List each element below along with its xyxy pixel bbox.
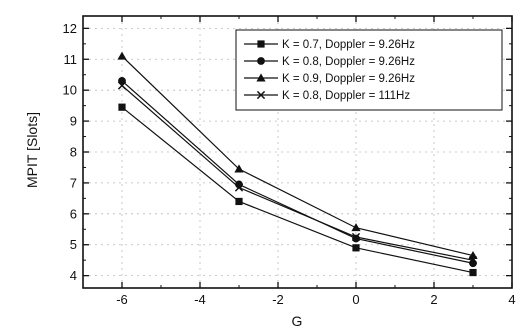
- legend-label: K = 0.9, Doppler = 9.26Hz: [282, 73, 415, 85]
- x-marker-stroke: [468, 256, 478, 265]
- legend-marker-circle: [257, 57, 265, 65]
- data-point-square: [118, 103, 126, 111]
- data-point-triangle: [117, 51, 127, 60]
- x-tick-label: -4: [194, 292, 206, 307]
- legend-entry: K = 0.7, Doppler = 9.26Hz: [244, 39, 415, 51]
- x-marker-stroke: [351, 232, 361, 242]
- data-point-x: [351, 232, 361, 242]
- x-marker-stroke: [234, 183, 244, 192]
- y-tick-label: 12: [63, 21, 77, 36]
- legend-label: K = 0.8, Doppler = 111Hz: [282, 90, 410, 102]
- data-point-x: [117, 81, 127, 90]
- series-line-1: [121, 106, 474, 274]
- data-point-triangle: [351, 223, 361, 232]
- data-point-square: [235, 197, 243, 206]
- data-point-triangle: [234, 164, 244, 173]
- y-tick-label: 11: [64, 52, 78, 67]
- series-lines: [121, 55, 474, 274]
- series-line-4: [121, 85, 474, 261]
- series-line-3: [121, 55, 474, 257]
- legend-entry: K = 0.8, Doppler = 9.26Hz: [244, 56, 415, 68]
- data-point-x: [468, 256, 478, 265]
- y-tick-label: 6: [70, 206, 77, 221]
- y-tick-label: 7: [70, 175, 77, 190]
- x-tick-label: 0: [352, 292, 359, 307]
- x-marker-stroke: [256, 90, 266, 100]
- series-markers: [117, 51, 478, 277]
- legend-box: [235, 29, 503, 111]
- x-tick-label: -6: [116, 292, 128, 307]
- legend-marker-triangle: [256, 73, 266, 82]
- data-point-square: [469, 268, 477, 277]
- axes: -6 -4 -2 0 2 4 4 5 6 7 8 9 10 11 12: [63, 15, 516, 307]
- y-tick-label: 5: [70, 237, 77, 252]
- data-point-x: [234, 183, 244, 192]
- x-tick-label: 4: [508, 292, 515, 307]
- legend: K = 0.7, Doppler = 9.26Hz K = 0.8, Dopple…: [235, 29, 503, 111]
- legend-label: K = 0.7, Doppler = 9.26Hz: [282, 39, 415, 51]
- legend-entry: K = 0.8, Doppler = 111Hz: [244, 90, 410, 102]
- x-axis-label: G: [292, 313, 303, 329]
- legend-marker-x: [256, 90, 266, 100]
- legend-label: K = 0.8, Doppler = 9.26Hz: [282, 56, 415, 68]
- series-line-2: [121, 80, 474, 264]
- y-tick-label: 10: [63, 83, 77, 98]
- legend-marker-square: [257, 40, 265, 48]
- data-point-square: [352, 244, 360, 252]
- y-tick-label: 4: [70, 268, 77, 283]
- x-marker-stroke: [117, 81, 127, 90]
- legend-entry: K = 0.9, Doppler = 9.26Hz: [244, 73, 415, 85]
- y-tick-label: 9: [70, 114, 77, 129]
- x-tick-label: 2: [430, 292, 437, 307]
- y-axis-label: MPIT [Slots]: [24, 112, 40, 188]
- data-point-circle: [352, 234, 360, 243]
- y-tick-label: 8: [70, 145, 77, 160]
- x-tick-label: -2: [272, 292, 284, 307]
